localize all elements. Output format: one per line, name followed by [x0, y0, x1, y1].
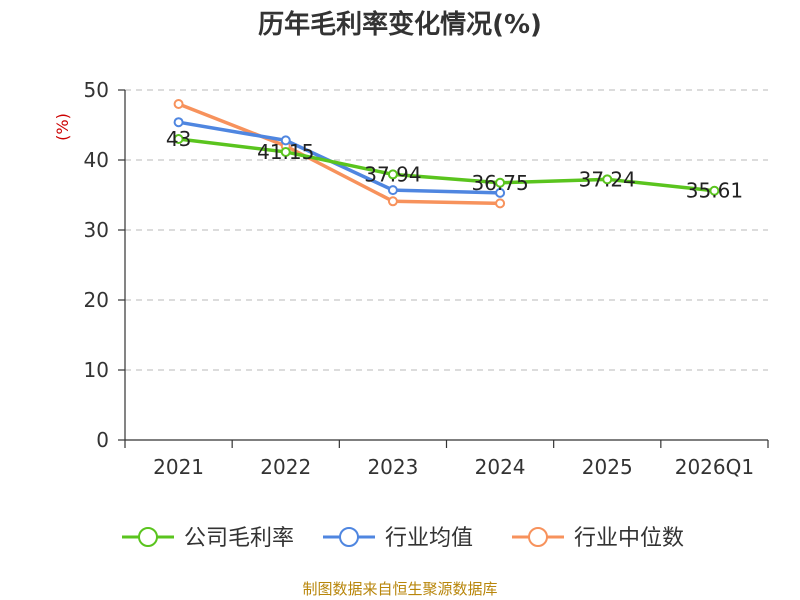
grid-layer — [125, 89, 768, 371]
x-tick-label: 2021 — [153, 455, 204, 479]
data-label: 36.75 — [471, 171, 528, 195]
chart-title: 历年毛利率变化情况(%) — [258, 10, 542, 40]
y-tick-label: 30 — [84, 218, 109, 242]
source-note: 制图数据来自恒生聚源数据库 — [302, 580, 498, 598]
data-point-0 — [173, 134, 184, 144]
data-point-1 — [495, 187, 506, 198]
data-point-0 — [709, 185, 720, 196]
legend-marker-0 — [138, 527, 158, 547]
data-label: 37.24 — [579, 167, 636, 191]
data-point-1 — [173, 117, 184, 128]
data-point-2 — [387, 196, 398, 207]
y-tick-label: 20 — [84, 288, 109, 312]
legend-marker-2 — [528, 527, 548, 547]
y-tick-label: 10 — [84, 358, 109, 382]
x-tick-label: 2025 — [582, 455, 633, 479]
data-point-2 — [173, 99, 184, 109]
legend-label-1: 行业均值 — [385, 526, 473, 551]
data-label: 37.94 — [364, 162, 421, 186]
y-tick-label: 0 — [96, 428, 109, 452]
series-line-2 — [177, 102, 501, 206]
x-tick-label: 2024 — [475, 455, 526, 479]
series-line-0 — [178, 137, 715, 193]
data-point-2 — [495, 198, 506, 209]
axis-layer: 0 10 20 30 40 50 2021 2022 2023 2024 2025 2026Q1 (%) — [53, 78, 769, 479]
legend: 公司毛利率 行业均值 行业中位数 — [122, 526, 684, 551]
data-point-0 — [495, 177, 506, 188]
series-line-1 — [178, 120, 501, 195]
data-label-layer: 43 41.15 37.94 36.75 37.24 35.61 — [166, 127, 743, 203]
x-tick-label: 2022 — [260, 455, 311, 479]
data-point-0 — [602, 174, 613, 185]
data-label: 41.15 — [257, 140, 314, 164]
data-point-0 — [387, 169, 398, 180]
series-layer — [173, 99, 720, 209]
legend-marker-1 — [339, 527, 359, 547]
data-label: 35.61 — [686, 179, 743, 203]
x-tick-label: 2023 — [367, 455, 418, 479]
data-point-1 — [280, 135, 291, 146]
legend-label-0: 公司毛利率 — [184, 526, 294, 551]
x-tick-label: 2026Q1 — [675, 455, 754, 479]
data-point-0 — [280, 146, 291, 157]
y-tick-label: 50 — [84, 78, 109, 102]
y-tick-label: 40 — [84, 148, 109, 172]
y-axis-unit-label: (%) — [53, 113, 72, 141]
data-label: 43 — [166, 127, 191, 151]
legend-label-2: 行业中位数 — [574, 526, 684, 551]
data-point-1 — [387, 185, 398, 196]
